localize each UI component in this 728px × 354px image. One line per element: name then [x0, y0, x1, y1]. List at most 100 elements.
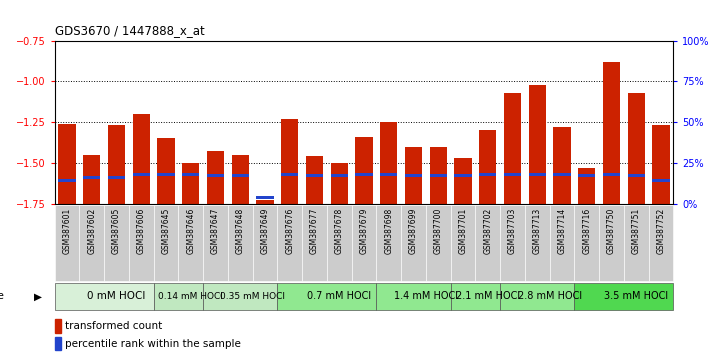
Bar	[83, 155, 100, 204]
Bar	[203, 205, 228, 281]
Bar	[355, 173, 373, 176]
Text: ▶: ▶	[33, 291, 41, 302]
Bar	[277, 283, 376, 310]
Bar	[327, 205, 352, 281]
Bar	[331, 163, 348, 204]
Bar	[306, 175, 323, 177]
Bar	[603, 62, 620, 204]
Bar	[55, 337, 61, 350]
Bar	[405, 175, 422, 177]
Bar	[628, 175, 645, 177]
Bar	[578, 175, 596, 177]
Bar	[401, 205, 426, 281]
Text: 0 mM HOCl: 0 mM HOCl	[87, 291, 146, 302]
Text: GSM387606: GSM387606	[137, 207, 146, 254]
Text: 0.35 mM HOCl: 0.35 mM HOCl	[220, 292, 285, 301]
Bar	[649, 205, 673, 281]
Bar	[154, 283, 203, 310]
Bar	[132, 173, 150, 176]
Bar	[430, 147, 447, 204]
Text: GSM387713: GSM387713	[533, 207, 542, 254]
Bar	[154, 205, 178, 281]
Bar	[553, 127, 571, 204]
Bar	[132, 114, 150, 204]
Bar	[500, 205, 525, 281]
Bar	[603, 173, 620, 176]
Bar	[352, 205, 376, 281]
Bar	[108, 176, 125, 179]
Text: 2.8 mM HOCl: 2.8 mM HOCl	[518, 291, 582, 302]
Bar	[355, 137, 373, 204]
Text: GSM387605: GSM387605	[112, 207, 121, 254]
Text: GSM387752: GSM387752	[657, 207, 665, 254]
Bar	[574, 205, 599, 281]
Bar	[529, 85, 546, 204]
Text: GSM387648: GSM387648	[236, 207, 245, 254]
Text: GSM387649: GSM387649	[261, 207, 269, 254]
Text: GSM387647: GSM387647	[211, 207, 220, 254]
Bar	[83, 176, 100, 179]
Bar	[553, 173, 571, 176]
Bar	[232, 175, 249, 177]
Bar	[500, 283, 574, 310]
Text: GSM387679: GSM387679	[360, 207, 368, 254]
Bar	[58, 179, 76, 182]
Text: GSM387645: GSM387645	[162, 207, 170, 254]
Bar	[652, 179, 670, 182]
Bar	[55, 205, 79, 281]
Text: 3.5 mM HOCl: 3.5 mM HOCl	[604, 291, 668, 302]
Bar	[55, 283, 154, 310]
Bar	[430, 175, 447, 177]
Text: GSM387714: GSM387714	[558, 207, 566, 254]
Text: GSM387750: GSM387750	[607, 207, 616, 254]
Text: GSM387701: GSM387701	[459, 207, 467, 254]
Text: GSM387601: GSM387601	[63, 207, 71, 254]
Bar	[380, 122, 397, 204]
Bar	[405, 147, 422, 204]
Text: 0.14 mM HOCl: 0.14 mM HOCl	[158, 292, 223, 301]
Bar	[624, 205, 649, 281]
Bar	[376, 283, 451, 310]
Text: GSM387698: GSM387698	[384, 207, 393, 254]
Bar	[504, 93, 521, 204]
Text: GSM387716: GSM387716	[582, 207, 591, 254]
Bar	[277, 205, 302, 281]
Text: percentile rank within the sample: percentile rank within the sample	[65, 339, 241, 349]
Bar	[306, 156, 323, 204]
Bar	[256, 195, 274, 199]
Bar	[228, 205, 253, 281]
Bar	[203, 283, 277, 310]
Bar	[182, 163, 199, 204]
Text: GSM387700: GSM387700	[434, 207, 443, 254]
Text: GSM387703: GSM387703	[508, 207, 517, 254]
Bar	[525, 205, 550, 281]
Text: GDS3670 / 1447888_x_at: GDS3670 / 1447888_x_at	[55, 24, 205, 37]
Bar	[157, 173, 175, 176]
Bar	[628, 93, 645, 204]
Text: GSM387677: GSM387677	[310, 207, 319, 254]
Text: GSM387702: GSM387702	[483, 207, 492, 254]
Bar	[55, 319, 61, 333]
Bar	[454, 158, 472, 204]
Bar	[207, 152, 224, 204]
Text: transformed count: transformed count	[65, 321, 162, 331]
Text: dose: dose	[0, 291, 7, 302]
Bar	[79, 205, 104, 281]
Bar	[426, 205, 451, 281]
Text: GSM387699: GSM387699	[409, 207, 418, 254]
Text: 2.1 mM HOCl: 2.1 mM HOCl	[456, 291, 520, 302]
Bar	[302, 205, 327, 281]
Text: GSM387678: GSM387678	[335, 207, 344, 254]
Text: 1.4 mM HOCl: 1.4 mM HOCl	[394, 291, 458, 302]
Bar	[529, 173, 546, 176]
Bar	[475, 205, 500, 281]
Bar	[574, 283, 673, 310]
Bar	[232, 155, 249, 204]
Bar	[652, 125, 670, 204]
Text: GSM387676: GSM387676	[285, 207, 294, 254]
Text: 0.7 mM HOCl: 0.7 mM HOCl	[307, 291, 371, 302]
Bar	[451, 283, 500, 310]
Bar	[376, 205, 401, 281]
Bar	[599, 205, 624, 281]
Bar	[256, 200, 274, 204]
